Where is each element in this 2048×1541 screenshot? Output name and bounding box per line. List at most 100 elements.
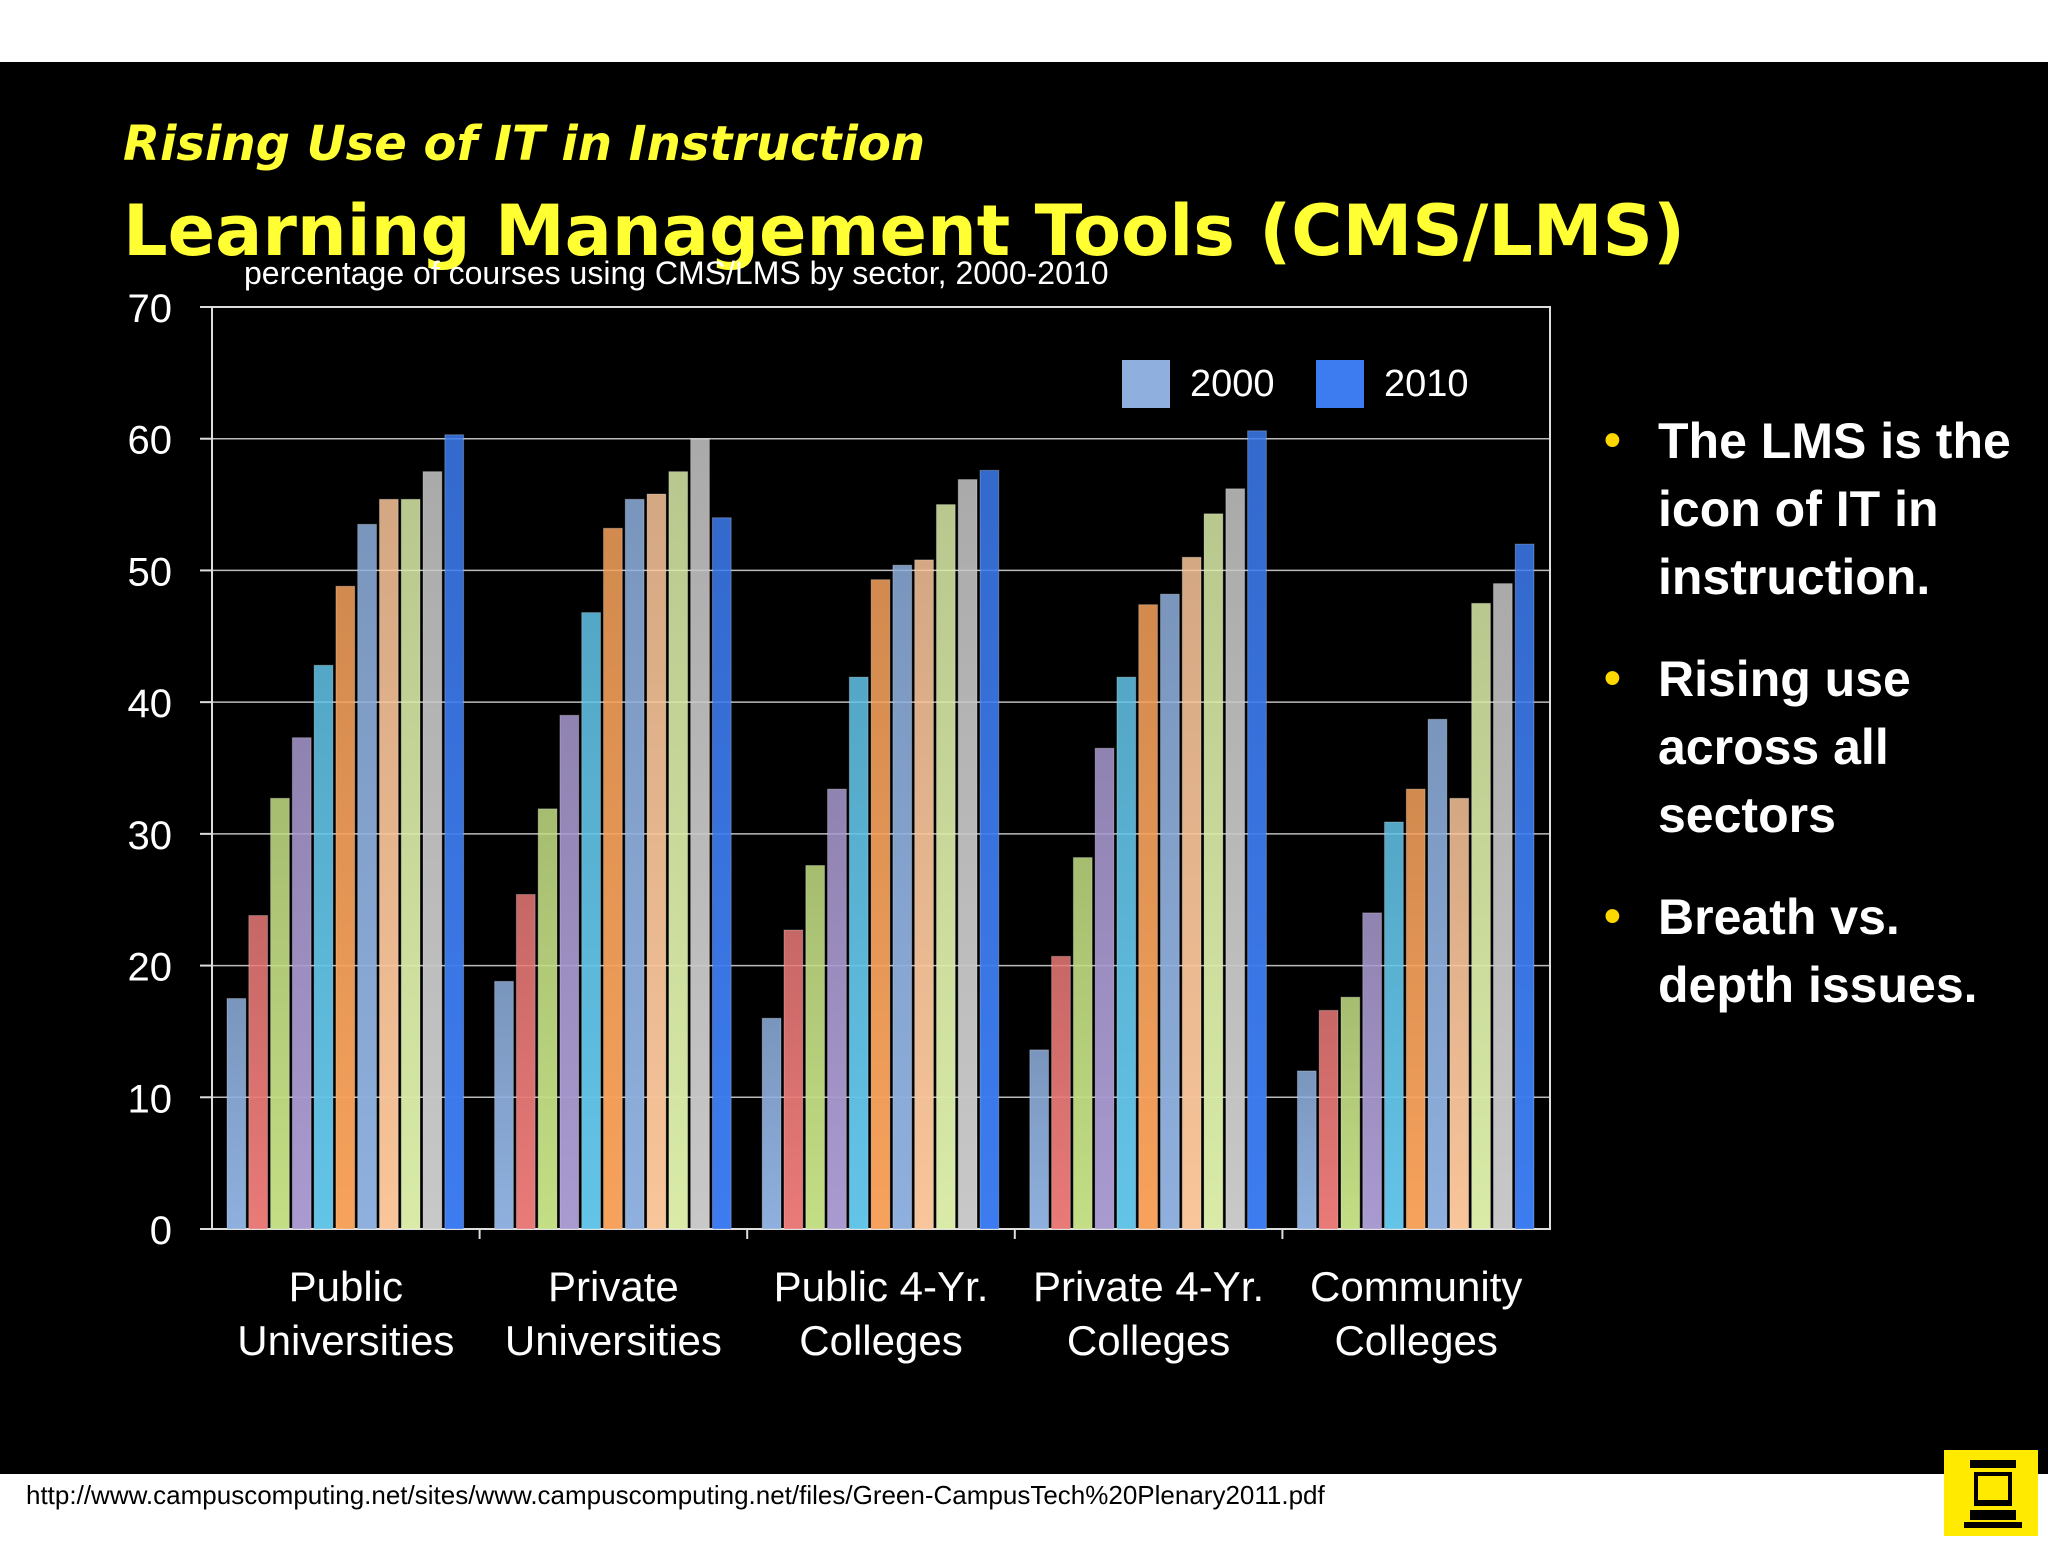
- y-tick-label: 50: [128, 550, 173, 594]
- bar: [624, 498, 645, 1230]
- y-tick-label: 10: [128, 1077, 173, 1121]
- bar: [581, 612, 602, 1230]
- bar: [1492, 583, 1513, 1230]
- bar: [226, 998, 247, 1230]
- bar: [668, 471, 689, 1230]
- axes: 0 10 20 30 40 50 60 70 Public Universities Private…: [128, 287, 1523, 1364]
- legend-label: 2010: [1384, 363, 1469, 405]
- bar: [400, 498, 421, 1230]
- x-tick-label: Colleges: [1067, 1317, 1230, 1364]
- source-text: The Campus Computing Project: [148, 1496, 604, 1532]
- bar: [1296, 1070, 1317, 1230]
- y-tick-label: 40: [128, 682, 173, 726]
- x-tick-label: Public 4-Yr.: [774, 1263, 989, 1310]
- bar: [1449, 797, 1470, 1230]
- y-tick-label: 60: [128, 419, 173, 463]
- bar: [1405, 788, 1426, 1230]
- source-url: http://www.campuscomputing.net/sites/www…: [26, 1480, 1325, 1510]
- bar: [848, 676, 869, 1230]
- bar: [1471, 602, 1491, 1230]
- bar: [1029, 1049, 1050, 1230]
- bullet-text: The LMS is the icon of IT in instruction…: [1658, 413, 2011, 605]
- legend-label: 2000: [1190, 363, 1275, 405]
- bar: [1072, 857, 1093, 1230]
- bar: [422, 471, 443, 1230]
- bars: [226, 430, 1535, 1230]
- bar: [537, 808, 558, 1230]
- bar: [270, 797, 290, 1230]
- x-tick-label: Private: [548, 1263, 679, 1310]
- bar: [690, 438, 710, 1230]
- legend-swatch: [1316, 360, 1364, 408]
- bullet-dot-icon: •: [1604, 890, 1621, 943]
- bullet-item: • Rising use across all sectors: [1600, 645, 2020, 849]
- slide: Rising Use of IT in Instruction Learning…: [0, 62, 2048, 1536]
- bar: [444, 434, 465, 1230]
- y-tick-label: 70: [128, 287, 173, 331]
- slide-title: Learning Management Tools (CMS/LMS): [123, 190, 1685, 272]
- bar: [1094, 747, 1115, 1230]
- bar: [1159, 593, 1180, 1230]
- source-credit: Source: The Campus Computing Project: [26, 1496, 604, 1533]
- chart-title: percentage of courses using CMS/LMS by s…: [244, 255, 1108, 291]
- x-tick-label: Universities: [505, 1317, 722, 1364]
- bar: [1247, 430, 1267, 1230]
- bar: [559, 714, 580, 1230]
- bar: [1514, 543, 1535, 1230]
- x-tick-label: Private 4-Yr.: [1033, 1263, 1264, 1310]
- bullet-item: • Breath vs. depth issues.: [1600, 883, 2020, 1019]
- bar: [1116, 676, 1137, 1230]
- bar: [357, 523, 377, 1230]
- y-tick-label: 0: [150, 1209, 172, 1253]
- x-tick-label: Universities: [237, 1317, 454, 1364]
- bar: [711, 517, 732, 1230]
- x-tick-label: Colleges: [1334, 1317, 1497, 1364]
- bar: [979, 469, 1000, 1230]
- legend-swatch: [1122, 360, 1170, 408]
- bar: [646, 493, 667, 1230]
- bar: [783, 929, 804, 1230]
- bar: [1362, 912, 1383, 1230]
- bar-chart: percentage of courses using CMS/LMS by s…: [128, 255, 1551, 1364]
- bar: [935, 504, 956, 1230]
- bar: [1181, 556, 1202, 1230]
- bar: [761, 1017, 782, 1230]
- bar: [1427, 718, 1448, 1230]
- source-label: Source:: [26, 1496, 137, 1532]
- bar: [335, 585, 356, 1230]
- x-tick-label: Colleges: [799, 1317, 962, 1364]
- bar: [1384, 821, 1404, 1230]
- bar: [957, 479, 978, 1230]
- x-tick-label: Public: [289, 1263, 403, 1310]
- bar: [1051, 955, 1071, 1230]
- bar: [1138, 604, 1158, 1230]
- bar: [1340, 996, 1361, 1230]
- bullet-list: • The LMS is the icon of IT in instructi…: [1600, 407, 2020, 1053]
- bar: [870, 579, 891, 1230]
- bar: [248, 915, 269, 1230]
- campus-computing-logo-icon: [1944, 1450, 2038, 1536]
- bullet-item: • The LMS is the icon of IT in instructi…: [1600, 407, 2020, 611]
- bar: [892, 564, 913, 1230]
- bar: [914, 559, 934, 1230]
- bar: [805, 864, 826, 1230]
- bar: [494, 980, 514, 1230]
- legend: 2000 2010: [1122, 360, 1469, 408]
- bar: [827, 788, 847, 1230]
- y-tick-label: 30: [128, 814, 173, 858]
- bullet-dot-icon: •: [1604, 652, 1621, 705]
- x-tick-label: Community: [1310, 1263, 1522, 1310]
- bar: [603, 527, 623, 1230]
- bar: [1318, 1009, 1339, 1230]
- bullet-text: Rising use across all sectors: [1658, 651, 1911, 843]
- bullet-dot-icon: •: [1604, 414, 1621, 467]
- bullet-text: Breath vs. depth issues.: [1658, 889, 1978, 1013]
- bar: [291, 737, 312, 1230]
- bar: [378, 498, 399, 1230]
- y-tick-label: 20: [128, 946, 173, 990]
- slide-eyebrow: Rising Use of IT in Instruction: [123, 116, 926, 172]
- bar: [313, 664, 334, 1230]
- bar: [515, 893, 536, 1230]
- bar: [1225, 488, 1246, 1230]
- bar: [1203, 513, 1224, 1230]
